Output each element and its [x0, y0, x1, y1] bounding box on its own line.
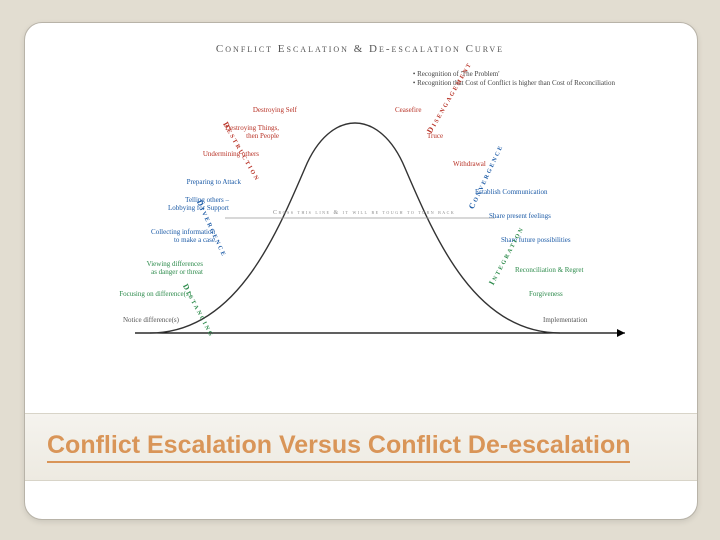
threshold-text: Cross this line & it will be tough to tu… — [273, 210, 455, 216]
curve-area: Cross this line & it will be tough to tu… — [75, 88, 645, 358]
deescalation-step: Withdrawal — [453, 160, 486, 168]
deescalation-step: Forgiveness — [529, 290, 563, 298]
x-axis-arrow — [617, 329, 625, 337]
escalation-step: Preparing to Attack — [187, 178, 241, 186]
deescalation-step: Establish Communication — [475, 188, 548, 196]
escalation-step: Notice difference(s) — [123, 316, 179, 324]
recognition-line: • Recognition that Cost of Conflict is h… — [413, 79, 615, 88]
recognition-notes: • Recognition of 'The Problem' • Recogni… — [413, 70, 615, 88]
escalation-step: Viewing differencesas danger or threat — [147, 260, 203, 277]
escalation-step: Focusing on difference(s) — [119, 290, 191, 298]
title-band: Conflict Escalation Versus Conflict De-e… — [25, 413, 697, 481]
escalation-diagram: Conflict Escalation & De-escalation Curv… — [65, 38, 655, 383]
slide-card: Conflict Escalation & De-escalation Curv… — [24, 22, 698, 520]
slide-title: Conflict Escalation Versus Conflict De-e… — [47, 431, 630, 464]
chart-title: Conflict Escalation & De-escalation Curv… — [65, 43, 655, 55]
deescalation-step: Implementation — [543, 316, 587, 324]
deescalation-step: Reconciliation & Regret — [515, 266, 583, 274]
recognition-line: • Recognition of 'The Problem' — [413, 70, 615, 79]
escalation-step: Destroying Self — [253, 106, 297, 114]
deescalation-step: Ceasefire — [395, 106, 421, 114]
deescalation-step: Share present feelings — [489, 212, 551, 220]
escalation-step: Collecting informationto make a case — [151, 228, 215, 245]
